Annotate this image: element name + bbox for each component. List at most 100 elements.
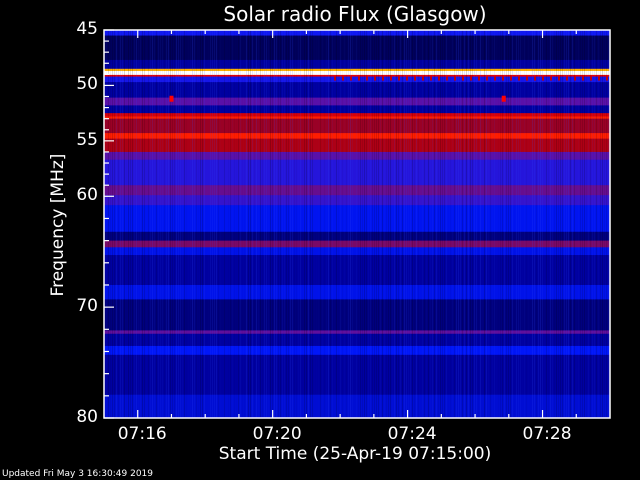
noise-streak <box>184 30 185 418</box>
noise-streak <box>396 30 397 418</box>
noise-streak <box>502 30 503 418</box>
y-tick-label: 50 <box>76 74 98 95</box>
noise-streak <box>532 30 533 418</box>
noise-streak <box>308 30 309 418</box>
interference-mark <box>358 76 360 81</box>
spike-mark <box>169 95 174 102</box>
noise-streak <box>498 30 499 418</box>
noise-streak <box>510 30 511 418</box>
noise-streak <box>240 30 241 418</box>
noise-streak <box>586 30 587 418</box>
noise-streak <box>548 30 549 418</box>
heatmap-band <box>104 159 610 186</box>
noise-streak <box>194 30 195 418</box>
noise-streak <box>464 30 465 418</box>
noise-streak <box>126 30 127 418</box>
noise-streak <box>574 30 575 418</box>
noise-streak <box>468 30 469 418</box>
noise-streak <box>412 30 413 418</box>
noise-streak <box>336 30 337 418</box>
noise-streak <box>590 30 591 418</box>
noise-streak <box>486 30 487 418</box>
noise-streak <box>402 30 403 418</box>
noise-streak <box>414 30 415 418</box>
noise-streak <box>384 30 385 418</box>
noise-streak <box>270 30 271 418</box>
noise-streak <box>304 30 305 418</box>
noise-streak <box>118 30 119 418</box>
noise-streak <box>346 30 347 418</box>
noise-streak <box>564 30 565 418</box>
noise-streak <box>282 30 283 418</box>
noise-streak <box>442 30 443 418</box>
noise-streak <box>182 30 183 418</box>
noise-streak <box>156 30 157 418</box>
heatmap-band <box>104 231 610 242</box>
noise-streak <box>150 30 151 418</box>
noise-streak <box>550 30 551 418</box>
interference-mark <box>510 76 512 81</box>
noise-streak <box>144 30 145 418</box>
y-axis-label: Frequency [MHz] <box>48 153 68 297</box>
noise-streak <box>154 30 155 418</box>
heatmap-band <box>104 299 610 331</box>
noise-streak <box>130 30 131 418</box>
noise-streak <box>494 30 495 418</box>
noise-streak <box>602 30 603 418</box>
heatmap-band <box>104 30 610 37</box>
noise-streak <box>288 30 289 418</box>
heatmap-band <box>104 116 610 120</box>
noise-streak <box>408 30 409 418</box>
noise-streak <box>572 30 573 418</box>
noise-streak <box>560 30 561 418</box>
interference-mark <box>558 76 560 81</box>
noise-streak <box>480 30 481 418</box>
noise-streak <box>444 30 445 418</box>
noise-streak <box>256 30 257 418</box>
noise-streak <box>196 30 197 418</box>
heatmap-band <box>104 76 610 83</box>
interference-mark <box>566 76 568 81</box>
noise-streak <box>116 30 117 418</box>
noise-streak <box>218 30 219 418</box>
heatmap-band <box>104 185 610 196</box>
noise-streak <box>138 30 139 418</box>
noise-streak <box>148 30 149 418</box>
noise-streak <box>190 30 191 418</box>
interference-mark <box>470 76 472 81</box>
noise-streak <box>490 30 491 418</box>
noise-streak <box>176 30 177 418</box>
interference-mark <box>454 76 456 81</box>
noise-streak <box>356 30 357 418</box>
noise-streak <box>542 30 543 418</box>
noise-streak <box>582 30 583 418</box>
noise-streak <box>522 30 523 418</box>
noise-streak <box>290 30 291 418</box>
x-tick-label: 07:16 <box>117 424 167 444</box>
noise-streak <box>160 30 161 418</box>
noise-streak <box>286 30 287 418</box>
noise-streak <box>406 30 407 418</box>
noise-streak <box>598 30 599 418</box>
noise-streak <box>250 30 251 418</box>
noise-streak <box>276 30 277 418</box>
noise-streak <box>322 30 323 418</box>
interference-mark <box>414 76 416 81</box>
y-tick-label: 60 <box>76 185 98 206</box>
noise-streak <box>512 30 513 418</box>
noise-streak <box>278 30 279 418</box>
noise-streak <box>500 30 501 418</box>
noise-streak <box>568 30 569 418</box>
heatmap-band <box>104 205 610 233</box>
noise-streak <box>514 30 515 418</box>
y-tick-label: 80 <box>76 407 98 427</box>
x-tick-label: 07:28 <box>522 424 572 444</box>
noise-streak <box>424 30 425 418</box>
noise-streak <box>400 30 401 418</box>
noise-streak <box>330 30 331 418</box>
noise-streak <box>570 30 571 418</box>
noise-streak <box>488 30 489 418</box>
noise-streak <box>200 30 201 418</box>
noise-streak <box>236 30 237 418</box>
noise-streak <box>426 30 427 418</box>
